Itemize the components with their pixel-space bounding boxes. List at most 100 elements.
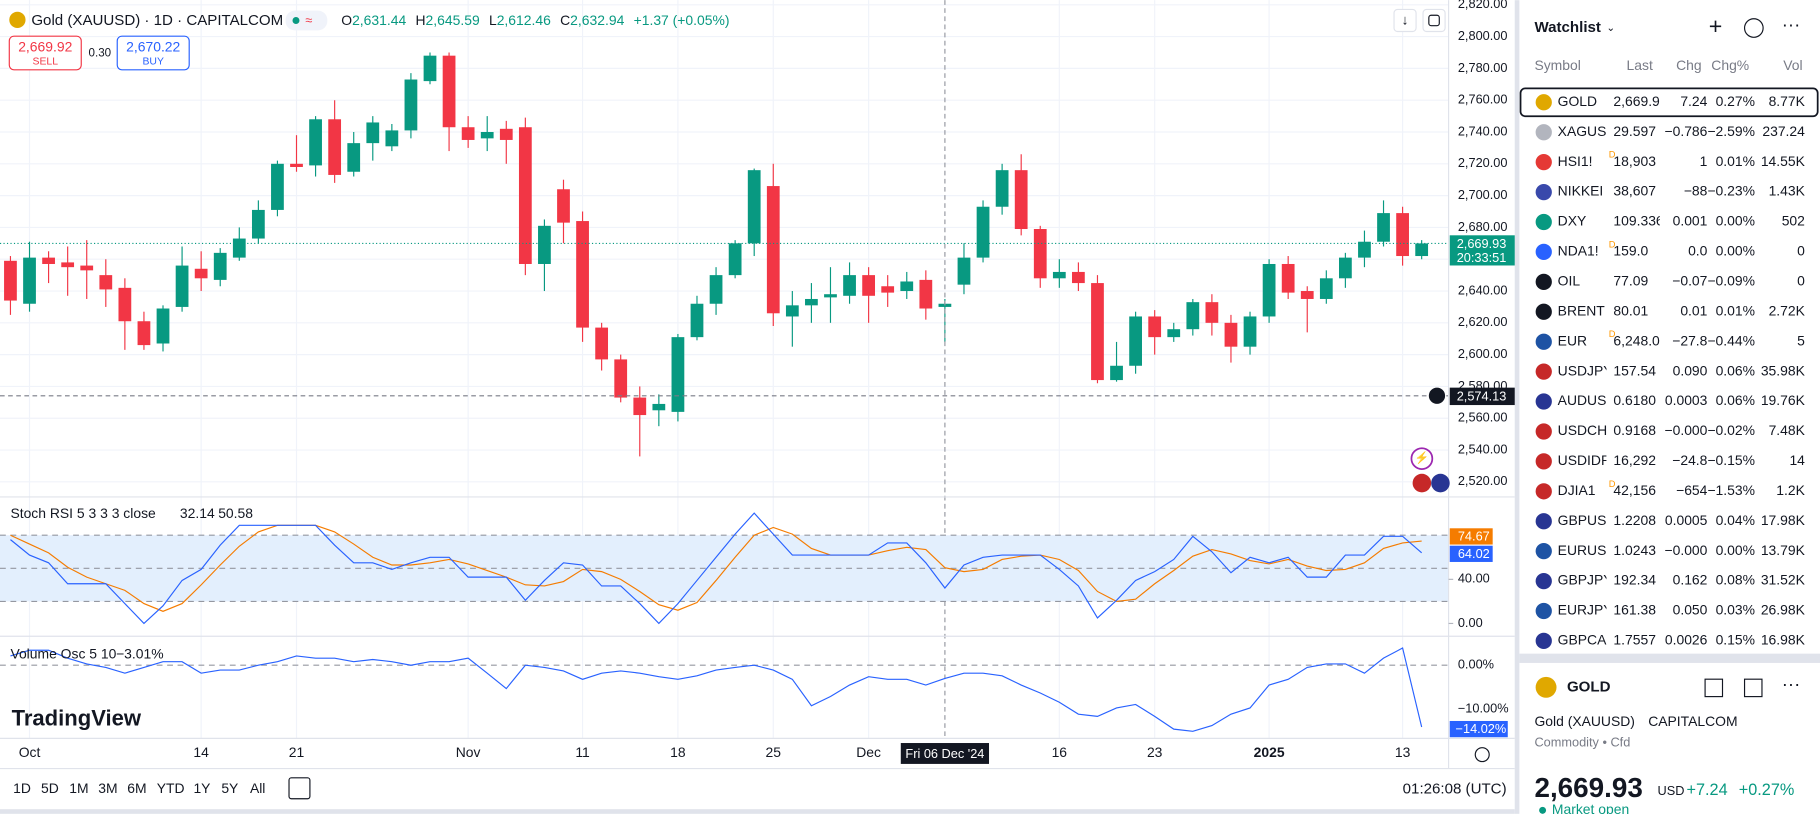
date-range-icon[interactable] <box>288 777 311 800</box>
symbol-icon <box>9 11 26 29</box>
range-button[interactable]: 1M <box>69 780 88 796</box>
range-button[interactable]: All <box>250 780 265 796</box>
row-chg: 0.050 <box>1673 602 1708 618</box>
range-button[interactable]: 1Y <box>193 780 210 796</box>
x-tick-label: 21 <box>289 744 305 760</box>
detail-change-pct: +0.27% <box>1739 781 1795 799</box>
candle-body <box>576 221 589 328</box>
column-header[interactable]: Vol <box>1783 57 1802 73</box>
row-chg-pct: 0.01% <box>1716 153 1755 169</box>
ohlc-change: +1.37 (+0.05%) <box>634 12 730 28</box>
row-symbol[interactable]: USDCHF <box>1558 422 1616 438</box>
more-icon[interactable]: ··· <box>1782 673 1801 694</box>
stoch-line <box>10 524 1422 612</box>
row-chg-pct: −0.15% <box>1707 452 1755 468</box>
grid-icon[interactable] <box>1704 678 1724 698</box>
detail-symbol[interactable]: GOLD <box>1567 678 1611 695</box>
column-header[interactable]: Chg% <box>1711 57 1749 73</box>
buy-button[interactable] <box>116 35 190 71</box>
row-last: 1.7557 <box>1613 632 1656 648</box>
candle-body <box>23 257 36 304</box>
row-vol: 237.24 <box>1762 123 1805 139</box>
more-icon[interactable]: ··· <box>1782 14 1801 35</box>
row-chg: 0.0003 <box>1665 392 1708 408</box>
row-symbol[interactable]: USDIDR <box>1558 452 1611 468</box>
y-tick-label: 2,600.00 <box>1458 346 1508 361</box>
row-badge: D <box>1609 239 1616 249</box>
brand-logo[interactable]: TradingView <box>12 706 142 731</box>
row-symbol[interactable]: GBPUSD <box>1558 512 1617 528</box>
row-symbol[interactable]: NIKKEI <box>1558 183 1604 199</box>
candle-body <box>518 127 532 264</box>
y-tick-label: 40.00 <box>1458 571 1490 586</box>
candle-body <box>747 170 761 244</box>
row-symbol[interactable]: GOLD <box>1558 93 1597 109</box>
candle-body <box>232 238 246 258</box>
detail-name[interactable]: Gold (XAUUSD) <box>1534 713 1634 729</box>
add-alert-button[interactable] <box>1428 387 1446 404</box>
row-chg-pct: 0.00% <box>1716 542 1755 558</box>
row-chg: −0.000 <box>1664 422 1707 438</box>
range-button[interactable]: 3M <box>98 780 117 796</box>
row-symbol[interactable]: EUR <box>1558 332 1587 348</box>
row-last: 159.0 <box>1613 243 1648 259</box>
candle-body <box>557 189 570 223</box>
row-symbol[interactable]: EURUSD <box>1558 542 1617 558</box>
row-last: 0.6180 <box>1613 392 1656 408</box>
watchlist-title[interactable]: Watchlist <box>1534 19 1600 36</box>
scroll-button[interactable] <box>1393 8 1417 33</box>
row-symbol[interactable]: XAGUSD <box>1558 123 1617 139</box>
row-chg: 0.01 <box>1680 302 1707 318</box>
range-button[interactable]: 5Y <box>221 780 238 796</box>
candle-body <box>595 327 609 360</box>
row-chg-pct: 0.06% <box>1716 392 1755 408</box>
column-header[interactable]: Chg <box>1676 57 1702 73</box>
edit-icon[interactable] <box>1743 678 1763 698</box>
sell-button[interactable] <box>8 35 82 71</box>
fullscreen-button[interactable] <box>1422 8 1446 33</box>
range-button[interactable]: 1D <box>13 780 31 796</box>
column-header[interactable]: Symbol <box>1534 57 1580 73</box>
row-vol: 31.52K <box>1761 572 1806 588</box>
volume-osc-last-box <box>1449 720 1508 738</box>
row-vol: 8.77K <box>1769 93 1806 109</box>
y-tick-label: 2,800.00 <box>1458 28 1508 43</box>
row-symbol[interactable]: GBPJPY <box>1558 572 1613 588</box>
x-tick-label: 13 <box>1395 744 1411 760</box>
row-vol: 26.98K <box>1761 602 1806 618</box>
event-icon[interactable] <box>1410 447 1434 470</box>
row-symbol[interactable]: DJIA1 <box>1558 482 1596 498</box>
range-button[interactable]: YTD <box>157 780 185 796</box>
row-vol: 502 <box>1782 213 1805 229</box>
symbol-title[interactable]: Gold (XAUUSD) · 1D · CAPITALCOM <box>31 12 283 29</box>
row-icon <box>1535 273 1552 290</box>
candle-body <box>843 275 856 296</box>
row-symbol[interactable]: DXY <box>1558 213 1587 229</box>
candle-body <box>1110 365 1123 381</box>
chart-icon[interactable] <box>1743 18 1764 38</box>
candle-body <box>99 275 113 290</box>
event-flag[interactable] <box>1431 473 1450 493</box>
row-last: 161.38 <box>1613 602 1656 618</box>
row-chg: −27.8 <box>1672 332 1707 348</box>
row-chg: −0.07 <box>1672 273 1707 289</box>
range-button[interactable]: 5D <box>41 780 59 796</box>
column-header[interactable]: Last <box>1627 57 1653 73</box>
candle-body <box>785 305 799 317</box>
row-symbol[interactable]: GBPCAD <box>1558 632 1617 648</box>
row-symbol[interactable]: AUDUSD <box>1558 392 1617 408</box>
row-symbol[interactable]: OIL <box>1558 273 1581 289</box>
row-symbol[interactable]: HSI1! <box>1558 153 1593 169</box>
range-button[interactable]: 6M <box>127 780 146 796</box>
settings-icon[interactable] <box>1474 747 1490 763</box>
row-symbol[interactable]: EURJPY <box>1558 602 1613 618</box>
event-flag[interactable] <box>1412 473 1432 493</box>
add-icon[interactable]: + <box>1709 13 1723 39</box>
row-symbol[interactable]: BRENT <box>1558 302 1606 318</box>
row-last: 157.54 <box>1613 362 1656 378</box>
row-symbol[interactable]: USDJPY <box>1558 362 1613 378</box>
candle-body <box>862 275 876 296</box>
row-symbol[interactable]: NDA1! <box>1558 243 1599 259</box>
candle-body <box>194 268 208 279</box>
